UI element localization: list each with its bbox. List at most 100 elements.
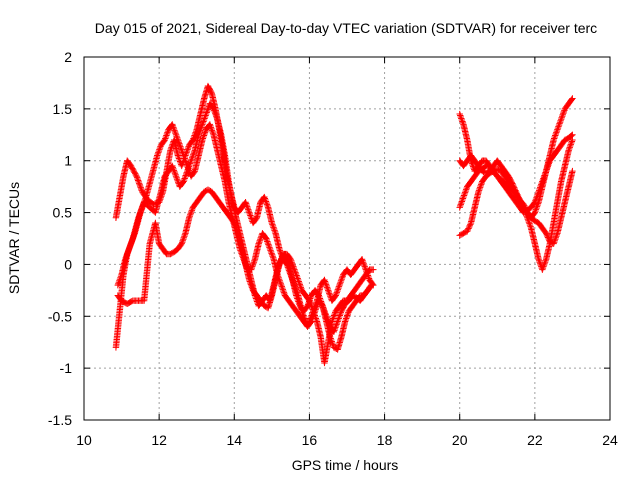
data-point-interp [544, 163, 551, 170]
data-point-interp [533, 194, 540, 201]
data-point-interp [213, 114, 221, 121]
data-point [195, 131, 202, 138]
data-point-interp [322, 310, 329, 317]
data-point [368, 281, 375, 289]
data-point [167, 147, 174, 154]
data-point-interp [182, 158, 189, 165]
data-point [370, 266, 377, 273]
data-point-interp [136, 181, 143, 188]
data-point-interp [154, 150, 162, 158]
data-point-interp [322, 279, 329, 287]
data-point-interp [204, 106, 211, 113]
data-point [294, 276, 302, 284]
series-trace-1 [112, 82, 377, 325]
data-point-interp [263, 201, 271, 208]
data-point-interp [278, 255, 285, 262]
series-trace-8 [456, 165, 576, 247]
data-point-interp [329, 339, 336, 347]
data-point-interp [117, 274, 124, 281]
data-point-interp [174, 177, 181, 184]
data-point-interp [323, 282, 330, 290]
data-point-interp [200, 116, 208, 124]
data-point-interp [296, 281, 303, 288]
data-point-interp [550, 135, 558, 142]
data-point-interp [172, 171, 179, 178]
data-point-interp [325, 288, 332, 296]
data-point-interp [248, 284, 256, 291]
data-point-interp [186, 160, 194, 167]
data-point-interp [132, 171, 140, 179]
data-point-interp [329, 316, 336, 324]
data-point-interp [211, 108, 218, 116]
data-point [278, 281, 285, 289]
data-point-interp [537, 182, 544, 190]
data-point-interp [335, 315, 342, 322]
data-point [180, 152, 187, 159]
data-point [268, 219, 276, 227]
data-point-interp [188, 156, 195, 163]
data-point-interp [242, 200, 250, 207]
data-point-interp [533, 193, 541, 200]
data-point-interp [308, 303, 315, 310]
data-point-interp [174, 137, 182, 144]
data-point-interp [137, 184, 144, 191]
data-point [169, 121, 176, 128]
data-point [315, 292, 323, 299]
x-tick-label: 20 [452, 432, 468, 448]
data-point-interp [559, 111, 566, 118]
data-point-interp [116, 276, 124, 283]
data-point-interp [188, 207, 196, 214]
data-point-interp [134, 175, 141, 183]
data-point-interp [555, 123, 562, 130]
data-point-interp [181, 155, 188, 162]
data-point-interp [336, 280, 344, 287]
data-point-interp [197, 127, 204, 134]
data-point-interp [263, 236, 270, 244]
data-point-interp [360, 260, 367, 267]
data-point-interp [330, 312, 338, 319]
data-point-interp [538, 179, 546, 187]
data-point-interp [343, 313, 350, 321]
data-point [125, 245, 133, 253]
data-point-interp [117, 273, 125, 280]
data-point-interp [128, 238, 135, 245]
data-point-interp [170, 165, 177, 173]
data-point [520, 201, 527, 208]
data-point-interp [270, 224, 277, 231]
data-point-interp [212, 110, 219, 117]
data-point-interp [337, 310, 344, 318]
data-point-interp [459, 196, 466, 204]
data-point-interp [295, 278, 302, 285]
data-point [535, 256, 542, 263]
data-point-interp [185, 164, 192, 172]
data-point [535, 188, 542, 196]
data-point-interp [568, 139, 575, 147]
data-point-interp [551, 237, 558, 244]
data-point [114, 281, 122, 289]
data-point [293, 292, 300, 299]
y-tick-label: -1 [60, 360, 73, 376]
data-point-interp [181, 231, 189, 238]
data-point [178, 162, 185, 170]
data-point-interp [138, 206, 145, 213]
data-point-interp [201, 130, 208, 138]
x-tick-label: 24 [602, 432, 618, 448]
x-axis-label: GPS time / hours [292, 457, 399, 473]
data-point-interp [187, 211, 194, 218]
data-point-interp [329, 315, 337, 322]
data-point-interp [536, 259, 543, 266]
data-point [206, 121, 214, 128]
data-point-interp [539, 176, 547, 184]
data-point-interp [322, 311, 329, 319]
data-point-interp [568, 132, 575, 139]
data-point-interp [318, 299, 325, 307]
data-point-interp [545, 160, 553, 167]
data-point-interp [324, 317, 332, 324]
data-point-interp [553, 127, 561, 135]
data-point-interp [334, 287, 341, 295]
data-point-interp [191, 148, 198, 156]
data-point-interp [457, 201, 464, 208]
data-point-interp [277, 280, 284, 287]
data-point-interp [459, 119, 467, 127]
data-point-interp [200, 133, 207, 141]
